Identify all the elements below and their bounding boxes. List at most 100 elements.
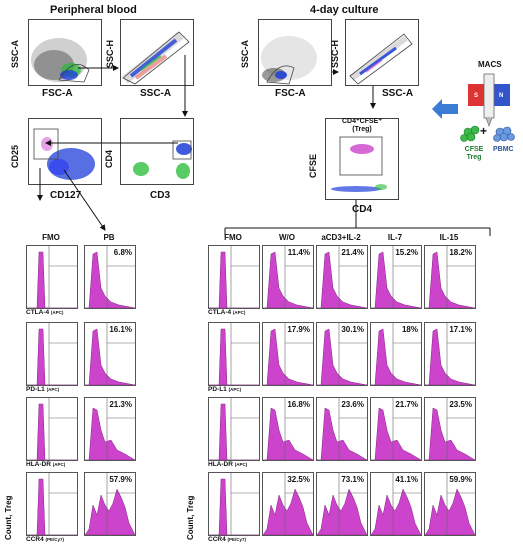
pb-ssc-singlet-plot [120, 19, 194, 86]
pb-row-label-1: PD-L1 (APC) [26, 386, 60, 393]
cfse-treg-text: CFSE [464, 146, 484, 153]
culture-ssc-singlet-plot [345, 19, 419, 86]
histogram-trace [27, 398, 77, 460]
cfse-treg-label: CFSE Treg [460, 146, 488, 162]
culture-xlabel-ssc-a: SSC-A [382, 88, 414, 99]
scatter-density [31, 38, 90, 83]
histogram-trace [263, 398, 313, 460]
pb-cd25-cd127-plot [28, 118, 102, 185]
hist-culture-fmo-2 [208, 397, 260, 461]
culture-cfse-cd4-plot [325, 118, 399, 200]
left-title: Peripheral blood [50, 4, 137, 16]
hist-culture-2-1: 18% [370, 322, 422, 386]
hist-pb-fmo-0 [26, 245, 78, 309]
column-header-culture-3: IL-7 [387, 233, 403, 242]
pb-row-label-0: CTLA-4 (APC) [26, 309, 64, 316]
percent-label: 16.8% [287, 400, 310, 409]
percent-label: 73.1% [341, 475, 364, 484]
macs-magnet-icon [468, 73, 510, 127]
percent-label: 59.9% [449, 475, 472, 484]
histogram-trace [209, 473, 259, 535]
histogram-trace [371, 246, 421, 308]
histogram-trace [317, 473, 367, 535]
hist-culture-0-1: 17.9% [262, 322, 314, 386]
histogram-trace [209, 246, 259, 308]
pb-row-label-3: CCR4 (PE/Cy7) [26, 536, 65, 543]
xlabel-cd4: CD4 [352, 204, 373, 215]
column-header-pb-1: PB [103, 233, 115, 242]
culture-row-label-1: PD-L1 (APC) [208, 386, 242, 393]
histogram-trace [425, 473, 475, 535]
hist-culture-3-2: 23.5% [424, 397, 476, 461]
percent-label: 21.4% [341, 248, 364, 257]
macs-label: MACS [478, 60, 502, 69]
hist-culture-3-0: 18.2% [424, 245, 476, 309]
hist-culture-2-0: 15.2% [370, 245, 422, 309]
scatter-density [122, 31, 190, 85]
column-header-culture-2: aCD3+IL-2 [321, 233, 361, 242]
scatter-density [261, 36, 317, 85]
hist-pb-sample-0: 6.8% [84, 245, 136, 309]
hist-culture-fmo-0 [208, 245, 260, 309]
histogram-trace [27, 246, 77, 308]
culture-row-label-0: CTLA-4 (APC) [208, 309, 246, 316]
hist-culture-1-3: 73.1% [316, 472, 368, 536]
histogram-trace [317, 398, 367, 460]
scatter-density [349, 33, 413, 85]
gate-label-box: CD4⁺CFSE⁺ (Treg) [327, 118, 397, 134]
percent-label: 23.5% [449, 400, 472, 409]
histogram-trace [263, 323, 313, 385]
histogram-trace [85, 323, 135, 385]
column-header-culture-4: IL-15 [439, 233, 459, 242]
percent-label: 21.3% [109, 400, 132, 409]
hist-culture-2-3: 41.1% [370, 472, 422, 536]
histogram-trace [425, 323, 475, 385]
y-axis-label-culture: Count, Treg [186, 495, 195, 540]
y-axis-label-pb: Count, Treg [4, 495, 13, 540]
pb-row-label-2: HLA-DR (APC) [26, 461, 66, 468]
percent-label: 6.8% [113, 248, 132, 257]
histogram-trace [371, 323, 421, 385]
cell-cluster-icons [460, 125, 515, 142]
hist-pb-sample-3: 57.9% [84, 472, 136, 536]
column-header-culture-0: FMO [224, 233, 242, 242]
histogram-trace [371, 398, 421, 460]
percent-label: 17.1% [449, 325, 472, 334]
column-header-culture-1: W/O [279, 233, 295, 242]
histogram-trace [209, 323, 259, 385]
percent-label: 18% [401, 325, 418, 334]
hist-pb-fmo-3 [26, 472, 78, 536]
percent-label: 32.5% [287, 475, 310, 484]
scatter-density [331, 136, 387, 192]
histogram-trace [209, 398, 259, 460]
hist-culture-fmo-3 [208, 472, 260, 536]
hist-pb-sample-2: 21.3% [84, 397, 136, 461]
plus-sign: + [480, 124, 488, 138]
pb-fsc-ssc-plot [28, 19, 102, 86]
magnet-n: N [499, 93, 504, 99]
hist-culture-0-3: 32.5% [262, 472, 314, 536]
percent-label: 23.6% [341, 400, 364, 409]
pbmc-label: PBMC [493, 146, 514, 153]
hist-culture-1-1: 30.1% [316, 322, 368, 386]
culture-ylabel-ssc-h: SSC-H [330, 39, 340, 68]
hist-pb-fmo-2 [26, 397, 78, 461]
percent-label: 21.7% [395, 400, 418, 409]
ylabel-cfse: CFSE [308, 153, 318, 178]
gate-label-sub: (Treg) [352, 126, 372, 133]
hist-culture-3-3: 59.9% [424, 472, 476, 536]
culture-row-label-3: CCR4 (PE/Cy7) [208, 536, 247, 543]
histogram-trace [425, 246, 475, 308]
pb-cd4-cd3-plot [120, 118, 194, 185]
histogram-trace [317, 323, 367, 385]
column-header-pb-0: FMO [42, 233, 60, 242]
xlabel-ssc-a: SSC-A [140, 88, 172, 99]
hist-culture-1-0: 21.4% [316, 245, 368, 309]
hist-culture-0-0: 11.4% [262, 245, 314, 309]
histogram-trace [27, 473, 77, 535]
percent-label: 11.4% [287, 248, 310, 257]
histogram-trace [27, 323, 77, 385]
histogram-trace [263, 473, 313, 535]
culture-xlabel-fsc-a: FSC-A [275, 88, 306, 99]
